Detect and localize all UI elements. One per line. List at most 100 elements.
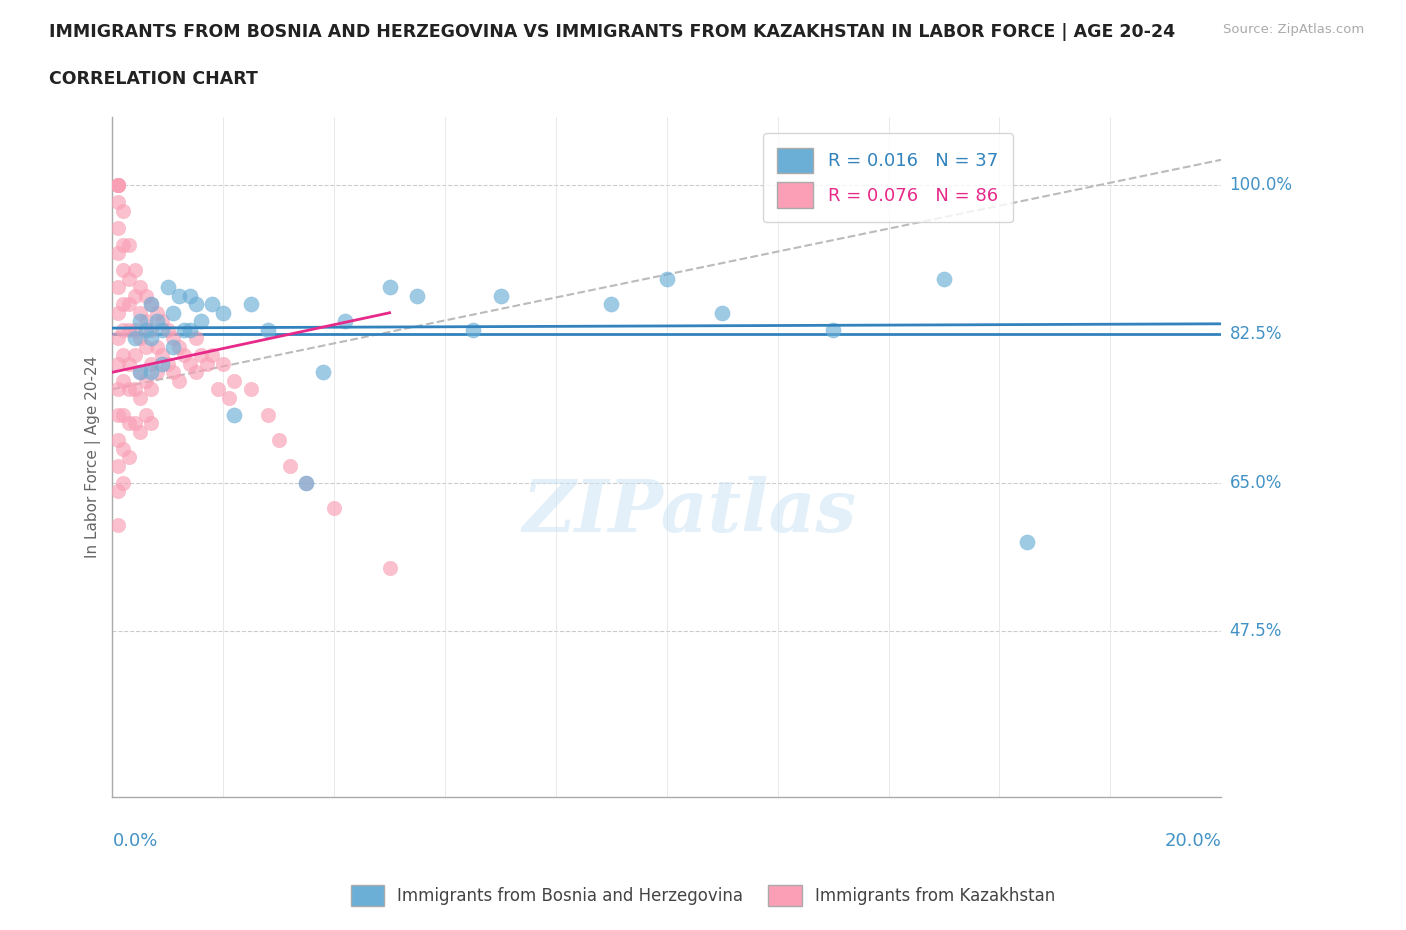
Y-axis label: In Labor Force | Age 20-24: In Labor Force | Age 20-24 [86, 356, 101, 558]
Point [173, 323, 195, 338]
Point [124, 382, 146, 397]
Point [201, 297, 224, 312]
Point [112, 373, 135, 388]
Point [107, 382, 129, 397]
Point [107, 246, 129, 260]
Text: 100.0%: 100.0% [1230, 177, 1292, 194]
Point [107, 356, 129, 371]
Point [256, 323, 278, 338]
Point [190, 348, 212, 363]
Point [179, 288, 201, 303]
Point [141, 356, 163, 371]
Point [141, 297, 163, 312]
Point [156, 280, 179, 295]
Point [135, 323, 157, 338]
Point [141, 297, 163, 312]
Text: IMMIGRANTS FROM BOSNIA AND HERZEGOVINA VS IMMIGRANTS FROM KAZAKHSTAN IN LABOR FO: IMMIGRANTS FROM BOSNIA AND HERZEGOVINA V… [49, 23, 1175, 41]
Point [141, 323, 163, 338]
Legend: Immigrants from Bosnia and Herzegovina, Immigrants from Kazakhstan: Immigrants from Bosnia and Herzegovina, … [344, 879, 1062, 912]
Point [118, 323, 141, 338]
Point [267, 432, 290, 447]
Point [129, 313, 152, 328]
Point [141, 331, 163, 346]
Point [224, 407, 246, 422]
Point [145, 365, 167, 379]
Point [278, 458, 301, 473]
Point [150, 356, 173, 371]
Point [118, 416, 141, 431]
Point [135, 373, 157, 388]
Point [156, 323, 179, 338]
Point [107, 178, 129, 193]
Point [145, 339, 167, 354]
Point [107, 280, 129, 295]
Text: 0.0%: 0.0% [112, 832, 157, 850]
Point [124, 331, 146, 346]
Point [932, 272, 955, 286]
Point [129, 280, 152, 295]
Point [600, 297, 623, 312]
Point [129, 424, 152, 439]
Point [823, 323, 845, 338]
Point [179, 356, 201, 371]
Point [129, 365, 152, 379]
Point [118, 272, 141, 286]
Point [124, 416, 146, 431]
Point [112, 323, 135, 338]
Text: CORRELATION CHART: CORRELATION CHART [49, 70, 259, 87]
Point [107, 178, 129, 193]
Point [167, 373, 190, 388]
Point [1017, 535, 1039, 550]
Point [118, 382, 141, 397]
Point [323, 500, 346, 515]
Point [129, 305, 152, 320]
Point [135, 313, 157, 328]
Point [218, 391, 240, 405]
Point [107, 407, 129, 422]
Point [124, 323, 146, 338]
Point [256, 407, 278, 422]
Point [173, 348, 195, 363]
Point [129, 331, 152, 346]
Point [167, 339, 190, 354]
Text: 65.0%: 65.0% [1230, 473, 1282, 492]
Point [141, 365, 163, 379]
Point [129, 365, 152, 379]
Point [184, 297, 207, 312]
Point [107, 178, 129, 193]
Point [162, 305, 184, 320]
Point [212, 356, 235, 371]
Point [295, 475, 318, 490]
Point [295, 475, 318, 490]
Point [207, 382, 229, 397]
Point [240, 297, 263, 312]
Point [167, 288, 190, 303]
Text: 20.0%: 20.0% [1164, 832, 1222, 850]
Point [107, 331, 129, 346]
Point [190, 313, 212, 328]
Point [184, 365, 207, 379]
Point [655, 272, 678, 286]
Point [145, 305, 167, 320]
Point [118, 297, 141, 312]
Point [162, 331, 184, 346]
Point [107, 305, 129, 320]
Point [124, 263, 146, 278]
Point [179, 323, 201, 338]
Point [406, 288, 429, 303]
Point [145, 313, 167, 328]
Point [135, 339, 157, 354]
Point [112, 475, 135, 490]
Point [112, 442, 135, 457]
Point [162, 339, 184, 354]
Point [312, 365, 335, 379]
Point [112, 407, 135, 422]
Point [129, 391, 152, 405]
Point [135, 288, 157, 303]
Point [150, 348, 173, 363]
Point [378, 560, 401, 575]
Point [107, 518, 129, 533]
Point [162, 365, 184, 379]
Point [135, 407, 157, 422]
Point [201, 348, 224, 363]
